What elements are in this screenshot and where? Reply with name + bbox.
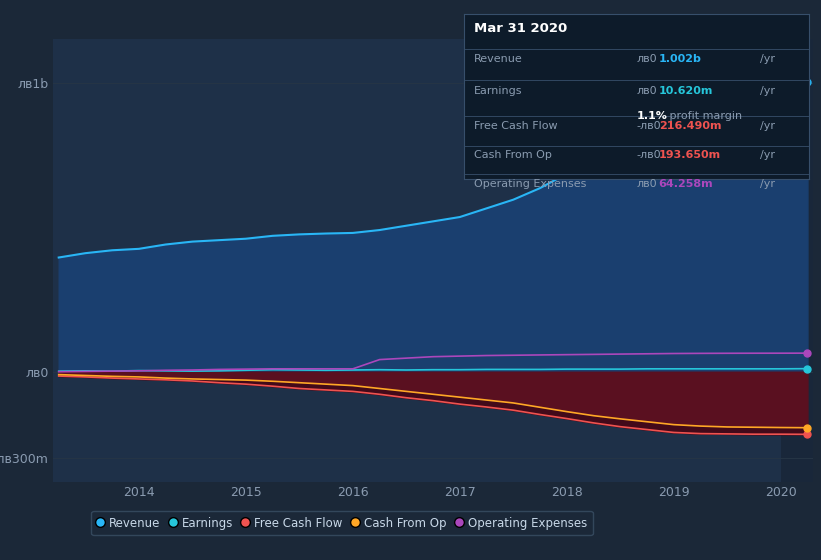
Text: лв0: лв0 — [636, 86, 657, 96]
Text: лв0: лв0 — [636, 179, 657, 189]
Text: -лв0: -лв0 — [636, 120, 661, 130]
Text: лв0: лв0 — [636, 54, 657, 64]
Text: 1.1%: 1.1% — [636, 111, 667, 120]
Text: 1.002b: 1.002b — [658, 54, 702, 64]
Text: /yr: /yr — [760, 120, 775, 130]
Text: /yr: /yr — [760, 54, 775, 64]
Text: 193.650m: 193.650m — [658, 150, 721, 160]
Text: Mar 31 2020: Mar 31 2020 — [475, 22, 567, 35]
Text: /yr: /yr — [760, 179, 775, 189]
Text: Earnings: Earnings — [475, 86, 523, 96]
Text: Revenue: Revenue — [475, 54, 523, 64]
Text: /yr: /yr — [760, 150, 775, 160]
Text: profit margin: profit margin — [666, 111, 741, 120]
Text: /yr: /yr — [760, 86, 775, 96]
Text: Operating Expenses: Operating Expenses — [475, 179, 586, 189]
Text: 64.258m: 64.258m — [658, 179, 713, 189]
Legend: Revenue, Earnings, Free Cash Flow, Cash From Op, Operating Expenses: Revenue, Earnings, Free Cash Flow, Cash … — [91, 511, 593, 535]
Text: -лв0: -лв0 — [636, 150, 661, 160]
Text: 216.490m: 216.490m — [658, 120, 721, 130]
Text: Cash From Op: Cash From Op — [475, 150, 552, 160]
Bar — [781, 39, 821, 482]
Text: Free Cash Flow: Free Cash Flow — [475, 120, 557, 130]
Text: 10.620m: 10.620m — [658, 86, 713, 96]
